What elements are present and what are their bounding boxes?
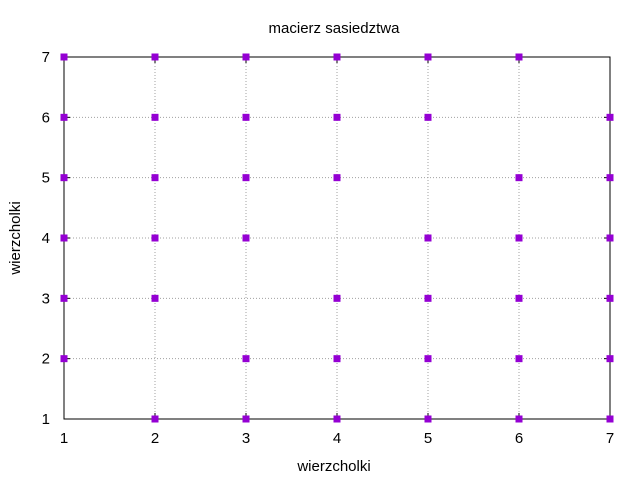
- data-point: [515, 355, 523, 363]
- data-point: [60, 53, 68, 61]
- data-point: [515, 294, 523, 302]
- axis-ticks: 1 2 3 4 5 6 7 1 2 3 4 5 6 7: [42, 49, 615, 447]
- x-tick-label: 2: [151, 430, 159, 447]
- data-point: [424, 355, 432, 363]
- x-tick-label: 7: [606, 430, 614, 447]
- data-point: [515, 53, 523, 61]
- data-point: [60, 355, 68, 363]
- y-tick-label: 3: [42, 290, 50, 307]
- data-point: [424, 294, 432, 302]
- data-point: [242, 234, 250, 242]
- data-point: [606, 174, 614, 182]
- data-point: [60, 113, 68, 121]
- data-point: [60, 174, 68, 182]
- y-tick-label: 2: [42, 351, 50, 368]
- x-axis-label: wierzcholki: [296, 458, 370, 475]
- y-tick-label: 4: [42, 230, 50, 247]
- data-point: [151, 415, 159, 423]
- data-point: [606, 294, 614, 302]
- data-point: [424, 234, 432, 242]
- data-point: [60, 294, 68, 302]
- data-point: [333, 294, 341, 302]
- data-point: [515, 234, 523, 242]
- chart-title: macierz sasiedztwa: [269, 20, 401, 37]
- y-axis-label: wierzcholki: [7, 201, 24, 275]
- x-tick-label: 1: [60, 430, 68, 447]
- data-point: [242, 113, 250, 121]
- grid: [64, 57, 610, 419]
- data-point: [606, 234, 614, 242]
- data-point: [515, 415, 523, 423]
- data-point: [424, 113, 432, 121]
- data-point: [606, 415, 614, 423]
- data-point: [424, 415, 432, 423]
- x-tick-label: 5: [424, 430, 432, 447]
- x-tick-label: 3: [242, 430, 250, 447]
- data-points: [60, 53, 614, 423]
- y-tick-label: 1: [42, 411, 50, 428]
- y-tick-label: 5: [42, 170, 50, 187]
- data-point: [242, 355, 250, 363]
- y-tick-label: 6: [42, 109, 50, 126]
- y-tick-label: 7: [42, 49, 50, 66]
- data-point: [151, 174, 159, 182]
- data-point: [333, 415, 341, 423]
- data-point: [151, 294, 159, 302]
- data-point: [606, 113, 614, 121]
- data-point: [515, 174, 523, 182]
- data-point: [333, 53, 341, 61]
- data-point: [151, 234, 159, 242]
- data-point: [242, 53, 250, 61]
- data-point: [333, 174, 341, 182]
- data-point: [60, 234, 68, 242]
- data-point: [606, 355, 614, 363]
- data-point: [242, 174, 250, 182]
- data-point: [333, 113, 341, 121]
- data-point: [151, 53, 159, 61]
- data-point: [424, 53, 432, 61]
- data-point: [242, 415, 250, 423]
- data-point: [151, 113, 159, 121]
- data-point: [333, 355, 341, 363]
- x-tick-label: 4: [333, 430, 341, 447]
- x-tick-label: 6: [515, 430, 523, 447]
